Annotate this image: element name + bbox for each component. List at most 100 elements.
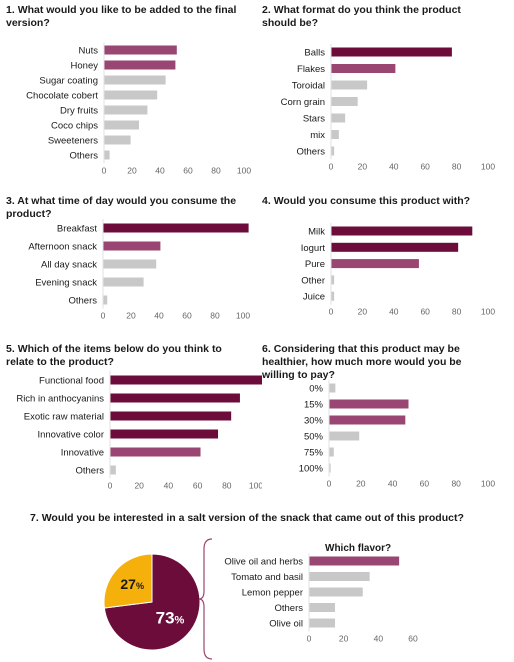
- q7-title: 7. Would you be interested in a salt ver…: [30, 512, 510, 525]
- category-label: Sweeteners: [48, 136, 98, 147]
- bar: [104, 105, 148, 115]
- bar: [110, 411, 232, 421]
- tick-label: 20: [358, 307, 368, 317]
- q4-title: 4. Would you consume this product with?: [262, 195, 502, 208]
- tick-label: 60: [420, 162, 430, 172]
- pie-label: 73%: [156, 609, 185, 628]
- tick-label: 40: [389, 162, 399, 172]
- category-label: Other: [301, 275, 325, 286]
- q4-chart: Milk Iogurt Pure Other Juice 0 20 40 60 80 100: [301, 222, 495, 317]
- bar: [329, 383, 336, 393]
- bar: [331, 64, 396, 73]
- tick-label: 40: [155, 166, 165, 176]
- tick-label: 60: [182, 311, 192, 321]
- category-label: Iogurt: [301, 243, 326, 254]
- tick-label: 0: [329, 307, 334, 317]
- category-label: Chocolate cobert: [26, 91, 98, 102]
- bar: [329, 415, 406, 425]
- panel-q3: 3. At what time of day would you consume…: [6, 195, 262, 335]
- category-label: Innovative color: [37, 430, 104, 441]
- pie-label: 27%: [120, 576, 144, 592]
- tick-label: 0: [102, 166, 107, 176]
- bar: [110, 393, 240, 403]
- bar: [103, 223, 249, 233]
- category-label: Stars: [303, 114, 325, 125]
- q2-chart: Balls Flakes Toroidal Corn grain Stars mix Oth…: [281, 43, 495, 172]
- tick-label: 20: [134, 481, 144, 491]
- tick-label: 80: [452, 162, 462, 172]
- category-label: 0%: [309, 384, 323, 395]
- category-label: Others: [75, 466, 104, 477]
- panel-q7: 7. Would you be interested in a salt ver…: [0, 512, 514, 661]
- q4-title-num: 4.: [262, 195, 271, 207]
- category-label: Pure: [305, 259, 325, 270]
- tick-label: 40: [374, 634, 384, 644]
- category-label: All day snack: [41, 260, 97, 271]
- q3-title-num: 3.: [6, 195, 15, 207]
- bar: [104, 75, 166, 85]
- bar: [104, 60, 176, 70]
- tick-label: 20: [339, 634, 349, 644]
- category-label: Tomato and basil: [231, 572, 303, 583]
- q7-flavor-title: Which flavor?: [325, 543, 392, 554]
- q3-title: 3. At what time of day would you consume…: [6, 195, 246, 221]
- bar: [331, 226, 473, 236]
- tick-label: 20: [356, 479, 366, 489]
- category-label: Milk: [308, 227, 325, 238]
- category-label: Others: [68, 296, 97, 307]
- q2-title: 2. What format do you think the product …: [262, 4, 492, 30]
- bar: [331, 47, 452, 57]
- tick-label: 0: [327, 479, 332, 489]
- tick-label: 60: [420, 307, 430, 317]
- tick-label: 0: [329, 162, 334, 172]
- category-label: Exotic raw material: [24, 412, 104, 423]
- tick-label: 60: [420, 479, 430, 489]
- category-label: Innovative: [61, 448, 104, 459]
- q5-title-text: Which of the items below do you think to…: [6, 343, 222, 368]
- tick-label: 0: [108, 481, 113, 491]
- bar: [329, 463, 331, 473]
- q6-title-text: Considering that this product may be hea…: [262, 343, 462, 381]
- bar: [331, 113, 346, 123]
- category-label: Nuts: [78, 46, 98, 57]
- panel-q4: 4. Would you consume this product with? …: [262, 195, 512, 335]
- tick-label: 0: [101, 311, 106, 321]
- bar: [104, 45, 177, 55]
- tick-label: 80: [222, 481, 232, 491]
- pie-unit: %: [175, 615, 185, 627]
- pie-slice: [103, 553, 153, 609]
- tick-label: 60: [183, 166, 193, 176]
- category-label: 75%: [304, 448, 324, 459]
- category-label: 50%: [304, 432, 324, 443]
- category-label: 100%: [299, 464, 324, 475]
- bar: [329, 399, 409, 409]
- category-label: Juice: [303, 292, 325, 303]
- category-label: Olive oil: [269, 619, 303, 630]
- q1-title: 1. What would you like to be added to th…: [6, 4, 238, 30]
- bar: [331, 259, 419, 269]
- tick-label: 80: [452, 307, 462, 317]
- bar: [331, 80, 368, 90]
- bar: [110, 429, 219, 439]
- category-label: 30%: [304, 416, 324, 427]
- pie-unit: %: [136, 581, 144, 591]
- q7-pie-chart: 73% 27%: [103, 553, 201, 651]
- q7-flavor-chart: Olive oil and herbs Tomato and basil Lemon…: [224, 553, 418, 644]
- bar: [329, 447, 334, 457]
- bar: [309, 603, 335, 612]
- category-label: Coco chips: [51, 121, 98, 132]
- tick-label: 0: [307, 634, 312, 644]
- q7-title-num: 7.: [30, 512, 39, 524]
- panel-q6: 6. Considering that this product may be …: [262, 343, 512, 505]
- q4-title-text: Would you consume this product with?: [273, 195, 471, 207]
- bar: [104, 120, 139, 130]
- tick-label: 20: [127, 166, 137, 176]
- category-label: Functional food: [39, 376, 104, 387]
- bracket-shape: [198, 538, 213, 660]
- q3-chart: Breakfast Afternoon snack All day snack Eve…: [28, 219, 250, 321]
- q5-title-num: 5.: [6, 343, 15, 355]
- tick-label: 40: [389, 307, 399, 317]
- tick-label: 100: [236, 311, 250, 321]
- q1-chart: Nuts Honey Sugar coating Chocolate cobert Dr…: [26, 42, 251, 176]
- tick-label: 80: [451, 479, 461, 489]
